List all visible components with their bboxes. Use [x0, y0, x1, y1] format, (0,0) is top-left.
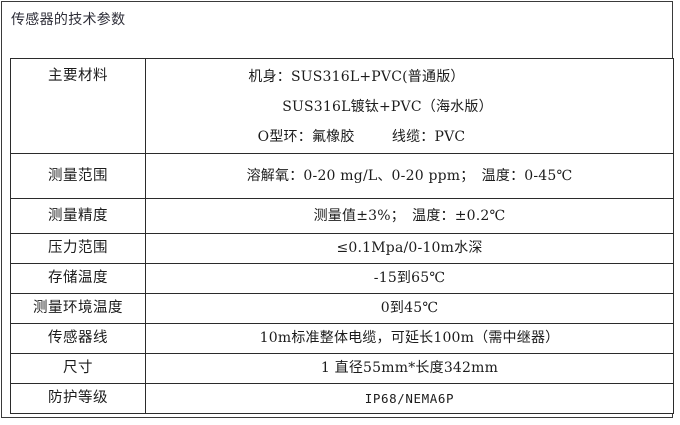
row-value-measuring-range: 溶解氧：0-20 mg/L、0-20 ppm； 温度：0-45℃: [246, 168, 573, 184]
row-value-main-material: 机身：SUS316L+PVC(普通版） SUS316L镀钛+PVC（海水版） O…: [146, 59, 673, 152]
table-row: 防护等级 IP68/NEMA6P: [10, 383, 674, 414]
row-value-cell: ≤0.1Mpa/0-10m水深: [145, 233, 674, 264]
material-oring: O型环：氟橡胶: [257, 129, 355, 145]
row-value-cell: 0到45℃: [145, 293, 674, 324]
row-label-cell: 测量环境温度: [10, 293, 146, 324]
row-value-ambient-temperature: 0到45℃: [380, 300, 439, 316]
row-value-cell: 机身：SUS316L+PVC(普通版） SUS316L镀钛+PVC（海水版） O…: [145, 58, 674, 154]
row-label-measuring-range: 测量范围: [48, 168, 108, 184]
row-value-cell: 10m标准整体电缆，可延长100m（需中继器）: [145, 323, 674, 354]
row-value-sensor-cable: 10m标准整体电缆，可延长100m（需中继器）: [259, 330, 560, 346]
page-title: 传感器的技术参数: [11, 12, 126, 28]
row-label-cell: 防护等级: [10, 383, 146, 414]
row-value-cell: 溶解氧：0-20 mg/L、0-20 ppm； 温度：0-45℃: [145, 153, 674, 199]
row-value-pressure-range: ≤0.1Mpa/0-10m水深: [336, 240, 483, 256]
table-row: 尺寸 1 直径55mm*长度342mm: [10, 353, 674, 384]
row-value-dimensions: 1 直径55mm*长度342mm: [320, 360, 499, 376]
row-label-cell: 传感器线: [10, 323, 146, 354]
specification-table: 主要材料 机身：SUS316L+PVC(普通版） SUS316L镀钛+PVC（海…: [10, 58, 674, 414]
table-row: 主要材料 机身：SUS316L+PVC(普通版） SUS316L镀钛+PVC（海…: [10, 58, 674, 154]
material-line-titanium: SUS316L镀钛+PVC（海水版）: [282, 99, 493, 115]
row-label-cell: 主要材料: [10, 58, 146, 154]
row-label-cell: 尺寸: [10, 353, 146, 384]
row-label-accuracy: 测量精度: [48, 208, 108, 224]
row-label-sensor-cable: 传感器线: [48, 330, 108, 346]
table-row: 压力范围 ≤0.1Mpa/0-10m水深: [10, 233, 674, 264]
row-label-dimensions: 尺寸: [63, 360, 93, 376]
row-label-storage-temperature: 存储温度: [48, 270, 108, 286]
row-value-cell: 1 直径55mm*长度342mm: [145, 353, 674, 384]
material-line-oring-cable: O型环：氟橡胶 线缆：PVC: [146, 122, 673, 152]
material-line-body: 机身：SUS316L+PVC(普通版）: [248, 69, 465, 85]
row-value-protection-grade: IP68/NEMA6P: [364, 391, 455, 406]
row-value-cell: 测量值±3%； 温度：±0.2℃: [145, 198, 674, 234]
row-label-cell: 存储温度: [10, 263, 146, 294]
row-label-pressure-range: 压力范围: [48, 240, 108, 256]
row-value-storage-temperature: -15到65℃: [373, 270, 446, 286]
row-label-main-material: 主要材料: [48, 68, 108, 84]
title-band: 传感器的技术参数: [2, 2, 672, 57]
row-label-protection-grade: 防护等级: [48, 390, 108, 406]
row-value-cell: IP68/NEMA6P: [145, 383, 674, 414]
table-row: 传感器线 10m标准整体电缆，可延长100m（需中继器）: [10, 323, 674, 354]
table-row: 测量环境温度 0到45℃: [10, 293, 674, 324]
row-label-cell: 压力范围: [10, 233, 146, 264]
row-value-cell: -15到65℃: [145, 263, 674, 294]
material-cable: 线缆：PVC: [391, 129, 466, 145]
row-value-accuracy: 测量值±3%； 温度：±0.2℃: [313, 208, 506, 224]
row-label-cell: 测量范围: [10, 153, 146, 199]
table-row: 测量范围 溶解氧：0-20 mg/L、0-20 ppm； 温度：0-45℃: [10, 153, 674, 199]
table-row: 存储温度 -15到65℃: [10, 263, 674, 294]
row-label-ambient-temperature: 测量环境温度: [33, 300, 123, 316]
row-label-cell: 测量精度: [10, 198, 146, 234]
table-row: 测量精度 测量值±3%； 温度：±0.2℃: [10, 198, 674, 234]
